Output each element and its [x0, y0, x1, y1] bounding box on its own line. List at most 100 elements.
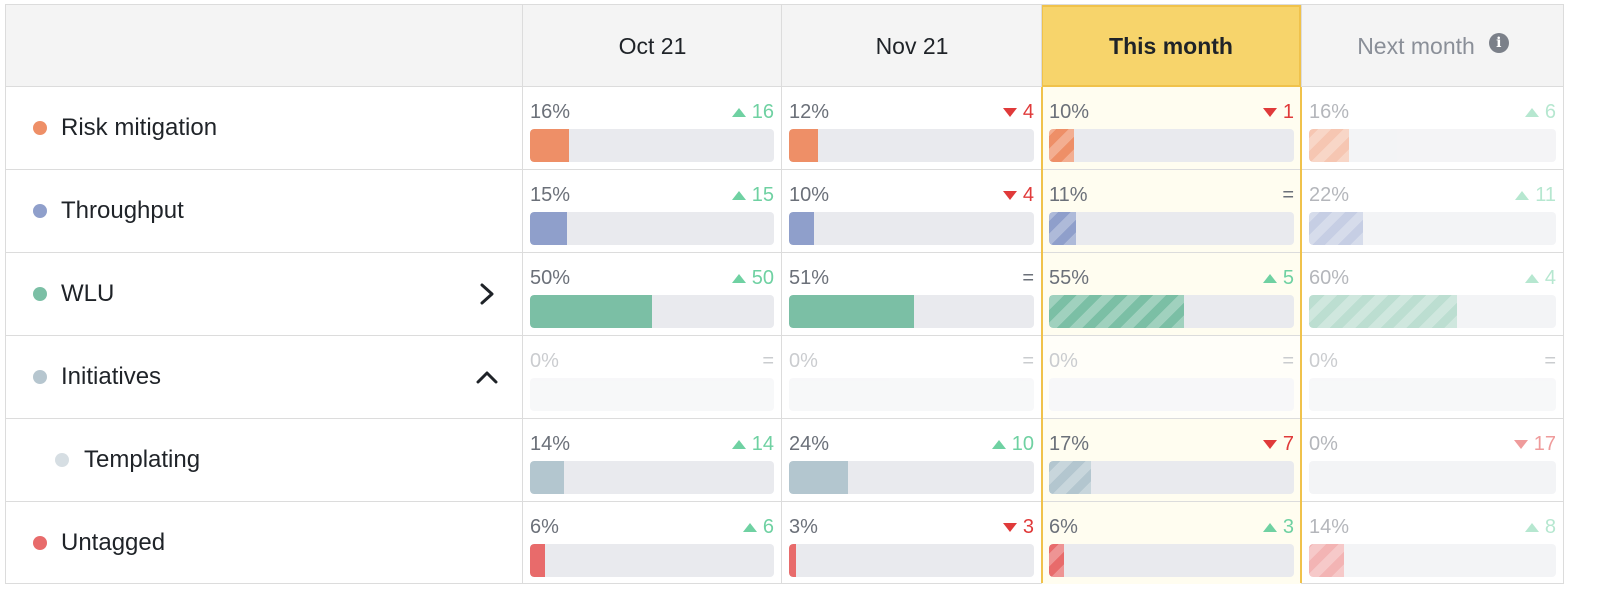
percentage-value: 6% — [530, 516, 559, 538]
column-header-past[interactable]: Nov 21 — [782, 5, 1042, 87]
percentage-value: 60% — [1309, 267, 1350, 289]
change-value: 7 — [1282, 433, 1294, 455]
change-indicator: 7 — [1262, 433, 1294, 456]
percentage-value: 11% — [1049, 184, 1088, 206]
progress-track — [530, 295, 774, 328]
change-value: 15 — [751, 184, 774, 206]
progress-fill — [789, 461, 848, 494]
allocation-cell: 16% 6 — [1302, 87, 1563, 169]
progress-fill — [1049, 295, 1184, 328]
change-value: = — [1022, 350, 1034, 372]
progress-fill — [530, 129, 570, 162]
info-icon[interactable]: i — [1488, 33, 1509, 53]
progress-track — [530, 461, 774, 494]
progress-track — [789, 212, 1034, 245]
progress-track — [789, 295, 1034, 328]
allocation-cell: 14% 14 — [523, 419, 781, 501]
category-color-dot — [33, 287, 47, 301]
arrow-down-icon — [1262, 108, 1277, 117]
percentage-value: 15% — [530, 184, 571, 206]
percentage-value: 22% — [1309, 184, 1350, 206]
chevron-up-icon[interactable] — [472, 362, 502, 392]
arrow-up-icon — [731, 440, 746, 449]
percentage-value: 16% — [530, 101, 571, 123]
table-row: WLU 50% 50 51% = 55% 5 60% 4 — [6, 253, 1563, 336]
column-header-label: Next month — [1357, 32, 1475, 59]
allocation-cell: 11% = — [1042, 170, 1301, 252]
category-cell: Templating — [6, 419, 522, 501]
progress-fill — [1309, 129, 1349, 162]
change-indicator: 15 — [731, 184, 774, 207]
arrow-up-icon — [731, 274, 746, 283]
allocation-cell: 0% = — [523, 336, 781, 418]
column-header-next[interactable]: Next month i — [1302, 5, 1564, 87]
change-value: 5 — [1282, 267, 1294, 289]
arrow-up-icon — [731, 108, 746, 117]
progress-track — [1309, 544, 1556, 577]
change-value: = — [1022, 267, 1034, 289]
table-header: Oct 21 Nov 21 This month Next month i — [6, 5, 1563, 87]
change-indicator: 17 — [1513, 433, 1556, 456]
change-indicator: 11 — [1515, 184, 1556, 207]
change-indicator: 4 — [1002, 184, 1034, 207]
change-value: 11 — [1535, 184, 1556, 206]
percentage-value: 14% — [530, 433, 571, 455]
category-label: Initiatives — [61, 363, 162, 390]
percentage-value: 0% — [789, 350, 818, 372]
arrow-up-icon — [742, 523, 757, 532]
arrow-up-icon — [1262, 523, 1277, 532]
progress-fill — [530, 461, 565, 494]
change-value: = — [1282, 350, 1294, 372]
percentage-value: 0% — [1309, 433, 1338, 455]
percentage-value: 0% — [1309, 350, 1338, 372]
progress-fill — [1049, 461, 1091, 494]
percentage-value: 10% — [789, 184, 830, 206]
change-indicator: = — [1282, 184, 1294, 207]
arrow-down-icon — [1002, 108, 1017, 117]
allocation-cell: 0% = — [782, 336, 1041, 418]
change-value: 4 — [1022, 101, 1034, 123]
change-value: 6 — [762, 516, 774, 538]
change-value: 50 — [751, 267, 774, 289]
change-indicator: 5 — [1262, 267, 1294, 290]
category-label: WLU — [61, 280, 115, 307]
column-header-current[interactable]: This month — [1041, 5, 1301, 87]
column-header-past[interactable]: Oct 21 — [523, 5, 782, 87]
progress-fill — [1049, 129, 1074, 162]
category-cell: Initiatives — [6, 336, 522, 418]
change-value: 10 — [1011, 433, 1034, 455]
percentage-value: 12% — [789, 101, 830, 123]
progress-track — [1309, 129, 1556, 162]
change-value: 3 — [1022, 516, 1034, 538]
allocation-cell: 6% 3 — [1042, 502, 1301, 584]
change-indicator: 4 — [1002, 101, 1034, 124]
allocation-cell: 12% 4 — [782, 87, 1041, 169]
category-color-dot — [33, 121, 47, 135]
allocation-cell: 16% 16 — [523, 87, 781, 169]
arrow-up-icon — [1524, 523, 1539, 532]
allocation-cell: 55% 5 — [1042, 253, 1301, 335]
change-value: = — [1544, 350, 1556, 372]
change-value: 4 — [1022, 184, 1034, 206]
progress-track — [530, 378, 774, 411]
allocation-cell: 50% 50 — [523, 253, 781, 335]
category-cell: Untagged — [6, 502, 522, 584]
column-header-label: This month — [1109, 32, 1233, 59]
change-indicator: 3 — [1262, 516, 1294, 539]
allocation-cell: 22% 11 — [1302, 170, 1563, 252]
table-row: Untagged 6% 6 3% 3 6% 3 14% 8 — [6, 502, 1563, 585]
change-indicator: = — [1282, 350, 1294, 373]
allocation-cell: 0% = — [1302, 336, 1563, 418]
table-row: Templating 14% 14 24% 10 17% 7 0% 17 — [6, 419, 1563, 502]
progress-fill — [1049, 212, 1076, 245]
progress-track — [1049, 378, 1294, 411]
progress-fill — [1049, 544, 1064, 577]
chevron-right-icon[interactable] — [472, 279, 502, 309]
arrow-up-icon — [1262, 274, 1277, 283]
arrow-down-icon — [1262, 440, 1277, 449]
change-value: 6 — [1544, 101, 1556, 123]
category-color-dot — [33, 370, 47, 384]
category-cell: Throughput — [6, 170, 522, 252]
arrow-down-icon — [1002, 523, 1017, 532]
percentage-value: 16% — [1309, 101, 1350, 123]
